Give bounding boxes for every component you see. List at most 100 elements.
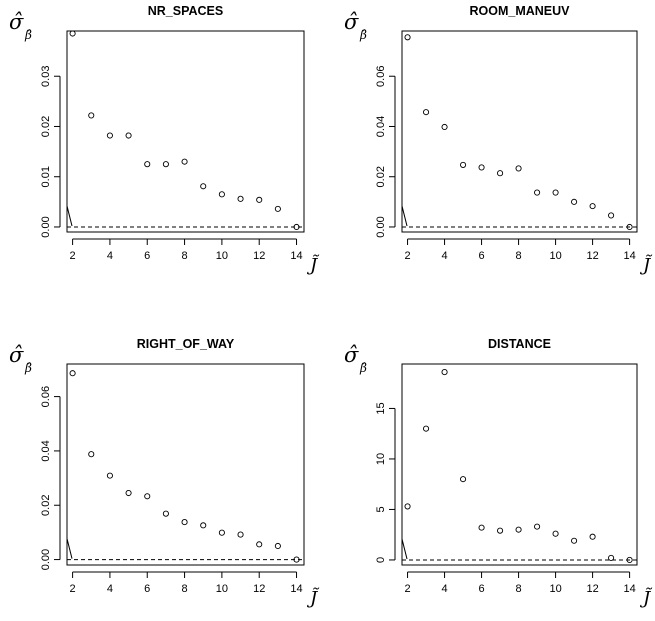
data-point — [237, 195, 244, 202]
data-point — [515, 526, 522, 533]
x-tick-label: 12 — [253, 250, 265, 262]
x-tick-label: 10 — [549, 583, 561, 595]
panel-1: NR_SPACES σ̂β̂ J̃ 2 4 6 8 10 12 14 0.00 0.01 0.02 0.0… — [9, 4, 320, 276]
data-point — [552, 189, 559, 196]
y-tick-label: 0.04 — [40, 440, 52, 461]
plot-frame — [66, 30, 305, 233]
data-point — [497, 527, 504, 534]
data-point — [589, 533, 596, 540]
data-point — [162, 510, 169, 517]
data-point — [626, 223, 633, 231]
data-point — [534, 523, 541, 530]
data-point — [218, 529, 225, 536]
data-point — [106, 472, 113, 479]
y-axis-symbol: σ̂ — [9, 10, 24, 34]
x-tick-label: 4 — [441, 250, 447, 262]
data-point — [404, 503, 411, 510]
x-axis-symbol: J̃ — [639, 587, 653, 609]
data-point — [608, 554, 615, 561]
x-axis-symbol: J̃ — [306, 587, 320, 609]
data-point — [478, 524, 485, 531]
data-point — [441, 369, 448, 376]
panel-title: ROOM_MANEUV — [469, 4, 570, 18]
x-axis-symbol: J̃ — [639, 254, 653, 276]
data-point — [200, 522, 207, 529]
data-point — [218, 191, 225, 198]
data-point — [237, 531, 244, 538]
data-point — [571, 198, 578, 205]
panel-title: DISTANCE — [488, 337, 551, 351]
y-tick-label: 0.02 — [40, 116, 52, 137]
data-point — [423, 425, 430, 432]
x-tick-label: 14 — [290, 250, 302, 262]
data-point — [181, 158, 188, 165]
data-point — [460, 476, 467, 483]
y-axis-subscript: β̂ — [24, 28, 32, 42]
x-tick-label: 6 — [144, 583, 150, 595]
panel-title: RIGHT_OF_WAY — [137, 337, 235, 351]
plot-frame — [401, 30, 638, 233]
x-tick-label: 12 — [586, 250, 598, 262]
data-point — [460, 161, 467, 168]
data-point — [106, 132, 113, 139]
y-tick-label: 0.00 — [40, 549, 52, 570]
plot-frame — [66, 363, 305, 566]
data-point — [274, 542, 281, 550]
x-tick-label: 4 — [107, 583, 113, 595]
x-tick-label: 2 — [70, 250, 76, 262]
data-point — [144, 493, 151, 500]
data-point — [478, 164, 485, 171]
y-tick-label: 10 — [375, 453, 387, 465]
x-tick-label: 6 — [479, 583, 485, 595]
y-tick-label: 0.02 — [40, 495, 52, 516]
data-point — [125, 489, 132, 497]
panel-title: NR_SPACES — [148, 4, 223, 18]
data-point — [181, 519, 188, 526]
y-axis-subscript: β̂ — [359, 28, 367, 42]
x-tick-label: 12 — [586, 583, 598, 595]
data-point — [626, 556, 633, 563]
curve-fragment — [66, 538, 73, 559]
x-tick-label: 4 — [107, 250, 113, 262]
data-point — [441, 123, 448, 131]
data-point — [589, 203, 596, 210]
y-tick-label: 0.06 — [375, 66, 387, 87]
data-point — [69, 30, 76, 37]
y-tick-label: 0 — [375, 557, 387, 563]
data-point — [256, 196, 263, 203]
x-tick-label: 4 — [441, 583, 447, 595]
panel-3: RIGHT_OF_WAY σ̂β̂ J̃ 2 4 6 8 10 12 14 0.00 0.02 0.04… — [9, 337, 320, 609]
data-point — [293, 556, 300, 563]
data-point — [200, 183, 207, 190]
data-point — [515, 165, 522, 172]
y-axis-symbol: σ̂ — [9, 343, 24, 367]
data-point — [125, 132, 132, 139]
x-tick-label: 6 — [479, 250, 485, 262]
y-axis-subscript: β̂ — [24, 361, 32, 375]
x-tick-label: 2 — [404, 250, 410, 262]
curve-fragment — [401, 538, 408, 560]
data-point — [404, 34, 411, 41]
y-tick-label: 0.00 — [40, 216, 52, 237]
data-point — [144, 161, 151, 168]
x-tick-label: 14 — [623, 250, 635, 262]
data-point — [256, 541, 263, 548]
x-tick-label: 8 — [182, 250, 188, 262]
y-axis-subscript: β̂ — [359, 361, 367, 375]
y-axis-symbol: σ̂ — [344, 343, 359, 367]
curve-fragment — [401, 205, 408, 227]
data-point — [162, 161, 169, 168]
data-point — [88, 112, 95, 119]
data-point — [274, 205, 281, 212]
y-tick-label: 0.00 — [375, 216, 387, 237]
y-tick-label: 0.01 — [40, 166, 52, 187]
data-point — [69, 370, 76, 377]
data-point — [88, 451, 95, 458]
plot-frame — [401, 363, 638, 566]
y-tick-label: 0.03 — [40, 66, 52, 87]
panel-4: DISTANCE σ̂β̂ J̃ 2 4 6 8 10 12 14 0 5 10 15 — [344, 337, 653, 609]
data-point — [534, 189, 541, 196]
x-tick-label: 10 — [216, 250, 228, 262]
